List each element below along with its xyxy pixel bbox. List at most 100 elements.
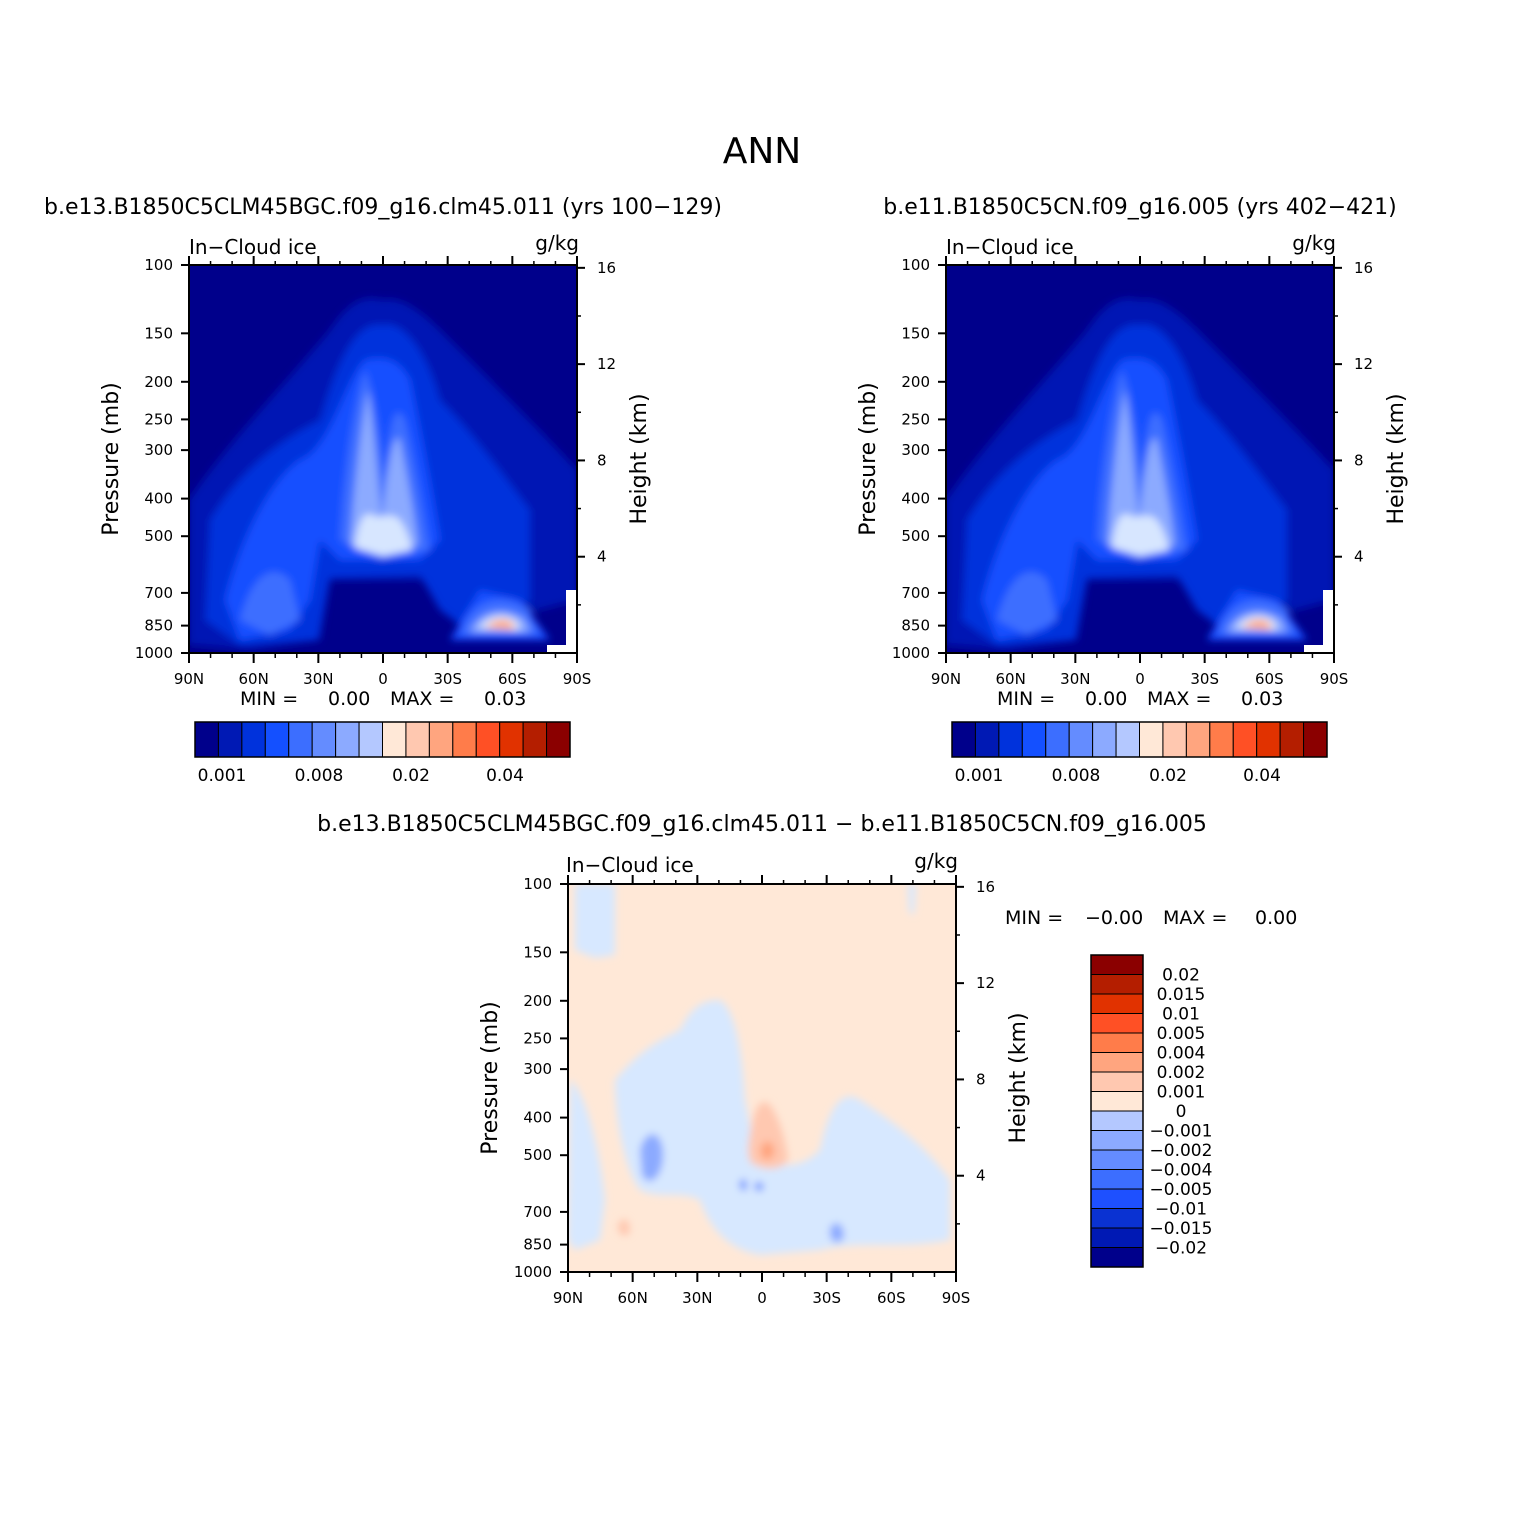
panel-diff: b.e13.B1850C5CLM45BGC.f09_g16.clm45.011 … bbox=[317, 812, 1297, 1307]
colorbar-swatch bbox=[264, 721, 290, 758]
x-tick-label: 0 bbox=[378, 670, 388, 688]
min-value: 0.00 bbox=[1085, 688, 1127, 710]
colorbar-swatch bbox=[1090, 1052, 1144, 1073]
height-axis: 16 12 8 4 bbox=[956, 878, 995, 1225]
contour-band-11 bbox=[1247, 621, 1268, 629]
colorbar-swatch bbox=[1162, 721, 1187, 758]
colorbar-label: −0.005 bbox=[1150, 1180, 1213, 1200]
y-tick-label: 300 bbox=[144, 441, 173, 459]
height-tick-label: 12 bbox=[1354, 355, 1373, 373]
height-tick-label: 4 bbox=[597, 548, 607, 566]
missing-data bbox=[566, 590, 577, 653]
units-label: g/kg bbox=[535, 231, 579, 255]
colorbar-swatch bbox=[499, 721, 524, 758]
height-tick-label: 12 bbox=[597, 355, 616, 373]
y-tick-label: 850 bbox=[523, 1236, 552, 1254]
colorbar-swatch bbox=[1090, 993, 1144, 1014]
colorbar-label: −0.004 bbox=[1150, 1161, 1213, 1181]
colorbar-label: 0.01 bbox=[1162, 1005, 1200, 1025]
colorbar-label: −0.001 bbox=[1150, 1122, 1213, 1142]
min-value: −0.00 bbox=[1085, 907, 1143, 929]
contour-field bbox=[568, 884, 956, 1272]
x-tick-label: 0 bbox=[1135, 670, 1145, 688]
colorbar-swatch bbox=[1092, 721, 1117, 758]
y-tick-label: 100 bbox=[523, 875, 552, 893]
colorbar-swatch bbox=[522, 721, 548, 758]
colorbar-swatch bbox=[1256, 721, 1281, 758]
colorbar-swatch bbox=[1090, 1013, 1144, 1034]
colorbar-label: −0.01 bbox=[1155, 1200, 1207, 1220]
colorbar-swatch bbox=[1303, 721, 1328, 758]
max-value: 0.00 bbox=[1255, 907, 1297, 929]
max-label: MAX = bbox=[1163, 907, 1227, 929]
colorbar-label: 0.02 bbox=[1149, 766, 1187, 786]
colorbar-swatch bbox=[1045, 721, 1070, 758]
colorbar-swatch bbox=[1021, 721, 1047, 758]
colorbar-swatch bbox=[217, 721, 243, 758]
contour-band-11 bbox=[490, 621, 511, 629]
x-tick-label: 30S bbox=[1190, 670, 1219, 688]
colorbar-label: 0.02 bbox=[392, 766, 430, 786]
contour-band-8-core bbox=[362, 527, 374, 547]
contour-band-neg1 bbox=[575, 884, 916, 958]
height-axis-label: Height (km) bbox=[1006, 1012, 1031, 1143]
colorbar-swatch bbox=[475, 721, 501, 758]
y-tick-label: 850 bbox=[901, 617, 930, 635]
colorbar: 0.001 0.008 0.02 0.04 bbox=[951, 721, 1328, 786]
x-tick-label: 60S bbox=[498, 670, 527, 688]
height-tick-label: 8 bbox=[976, 1070, 986, 1088]
colorbar-swatch bbox=[452, 721, 477, 758]
panel-case2: b.e11.B1850C5CN.f09_g16.005 (yrs 402−421… bbox=[856, 195, 1409, 786]
colorbar-swatch bbox=[1068, 721, 1094, 758]
max-label: MAX = bbox=[390, 688, 454, 710]
colorbar-swatch bbox=[382, 721, 407, 758]
colorbar-swatch bbox=[974, 721, 1000, 758]
colorbar-swatch bbox=[1090, 1227, 1144, 1248]
colorbar-swatch bbox=[335, 721, 360, 758]
contour-band-8-core bbox=[1121, 527, 1133, 547]
height-tick-label: 16 bbox=[1354, 259, 1373, 277]
colorbar-swatch bbox=[194, 721, 219, 758]
y-tick-label: 500 bbox=[144, 527, 173, 545]
contour-band-8-core bbox=[389, 527, 401, 547]
height-tick-label: 4 bbox=[976, 1167, 986, 1185]
colorbar-swatch bbox=[998, 721, 1023, 758]
x-tick-label: 30S bbox=[433, 670, 462, 688]
colorbar-swatch bbox=[1090, 1110, 1144, 1131]
colorbar-swatch bbox=[1090, 1130, 1144, 1151]
y-axis-label: Pressure (mb) bbox=[478, 1001, 503, 1155]
contour-band-pos2 bbox=[618, 1102, 788, 1236]
y-tick-label: 850 bbox=[144, 617, 173, 635]
colorbar-swatch bbox=[241, 721, 266, 758]
x-tick-label: 60N bbox=[239, 670, 269, 688]
colorbar-label: 0.001 bbox=[1157, 1083, 1206, 1103]
colorbar-label: −0.015 bbox=[1150, 1219, 1213, 1239]
colorbar-swatch bbox=[1090, 1149, 1144, 1170]
colorbar-label: 0.008 bbox=[1052, 766, 1101, 786]
colorbar-swatch bbox=[1232, 721, 1258, 758]
y-tick-label: 250 bbox=[144, 410, 173, 428]
y-tick-label: 700 bbox=[144, 584, 173, 602]
colorbar-label: 0.004 bbox=[1157, 1044, 1206, 1064]
figure-title: ANN bbox=[723, 131, 802, 172]
y-tick-label: 150 bbox=[901, 324, 930, 342]
y-tick-label: 700 bbox=[901, 584, 930, 602]
panel-title: b.e13.B1850C5CLM45BGC.f09_g16.clm45.011 … bbox=[317, 812, 1207, 837]
y-tick-label: 200 bbox=[901, 373, 930, 391]
colorbar-label: 0.005 bbox=[1157, 1024, 1206, 1044]
colorbar-swatch bbox=[1185, 721, 1211, 758]
min-label: MIN = bbox=[997, 688, 1055, 710]
x-tick-label: 30N bbox=[1060, 670, 1090, 688]
y-axis-label: Pressure (mb) bbox=[99, 382, 124, 536]
y-tick-label: 700 bbox=[523, 1203, 552, 1221]
height-axis-label: Height (km) bbox=[1384, 393, 1409, 524]
colorbar-label: 0.015 bbox=[1157, 985, 1206, 1005]
colorbar: 0.020.0150.010.0050.0040.0020.0010−0.001… bbox=[1090, 954, 1213, 1268]
variable-label: In−Cloud ice bbox=[189, 235, 317, 259]
y-tick-label: 300 bbox=[523, 1060, 552, 1078]
colorbar-swatch bbox=[1209, 721, 1234, 758]
colorbar-label: 0.001 bbox=[198, 766, 247, 786]
colorbar-label: 0.04 bbox=[1243, 766, 1281, 786]
colorbar-label: 0.04 bbox=[486, 766, 524, 786]
